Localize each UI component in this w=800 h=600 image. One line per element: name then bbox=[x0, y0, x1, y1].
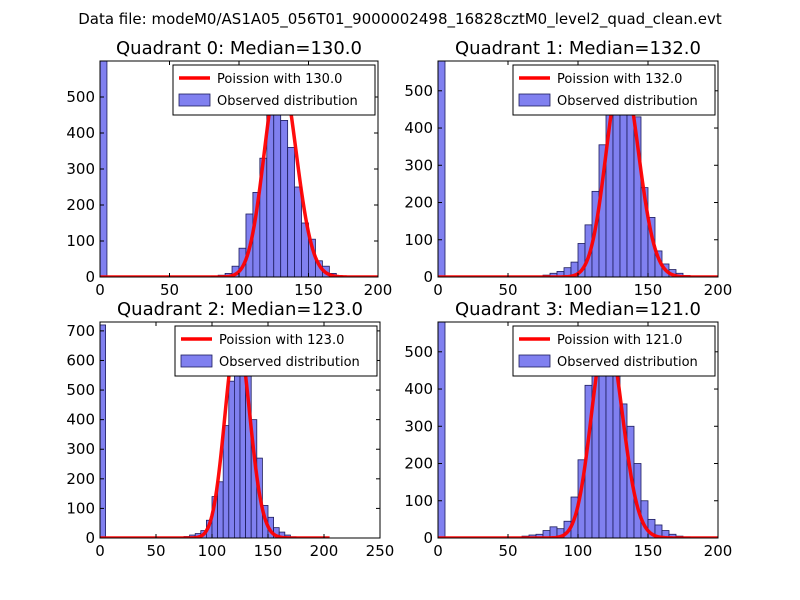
histogram-bar bbox=[626, 105, 635, 277]
histogram-bar bbox=[438, 322, 446, 538]
histogram-bar bbox=[294, 186, 302, 277]
x-tick-label: 50 bbox=[498, 281, 517, 299]
legend: Poission with 132.0 Observed distribution bbox=[512, 64, 716, 116]
legend-hist-label: Observed distribution bbox=[219, 355, 360, 370]
x-tick-label: 150 bbox=[254, 542, 283, 560]
x-tick-label: 150 bbox=[634, 542, 663, 560]
legend-hist-label: Observed distribution bbox=[217, 94, 358, 109]
x-tick-label: 100 bbox=[225, 281, 254, 299]
histogram-bar bbox=[217, 481, 224, 538]
y-tick-label: 0 bbox=[423, 268, 433, 286]
quadrant-1-panel: Quadrant 1: Median=132.0 0 50 100 150 200 0 100… bbox=[404, 38, 732, 299]
y-tick-label: 300 bbox=[66, 160, 95, 178]
histogram-bar bbox=[287, 146, 295, 277]
y-tick-label: 500 bbox=[66, 88, 95, 106]
histogram-bar bbox=[280, 120, 289, 277]
y-tick-label: 100 bbox=[404, 492, 433, 510]
y-tick-label: 300 bbox=[404, 156, 433, 174]
x-tick-label: 0 bbox=[95, 281, 105, 299]
y-tick-label: 300 bbox=[404, 417, 433, 435]
x-tick-label: 50 bbox=[498, 542, 517, 560]
legend-hist-swatch bbox=[518, 354, 551, 368]
y-tick-label: 0 bbox=[85, 268, 95, 286]
legend-hist-label: Observed distribution bbox=[557, 94, 698, 109]
y-tick-label: 100 bbox=[404, 231, 433, 249]
y-tick-label: 500 bbox=[66, 381, 95, 399]
x-tick-label: 150 bbox=[634, 281, 663, 299]
histogram-bar bbox=[612, 94, 621, 277]
y-tick-label: 400 bbox=[404, 119, 433, 137]
x-tick-label: 0 bbox=[433, 542, 443, 560]
x-tick-label: 50 bbox=[146, 542, 165, 560]
legend-box bbox=[174, 325, 378, 377]
histogram-bar bbox=[100, 324, 106, 538]
x-tick-label: 200 bbox=[310, 542, 339, 560]
legend-hist-swatch bbox=[178, 93, 211, 107]
x-tick-label: 150 bbox=[294, 281, 323, 299]
y-tick-label: 600 bbox=[66, 351, 95, 369]
y-tick-label: 200 bbox=[66, 196, 95, 214]
legend-box bbox=[512, 64, 716, 116]
figure-suptitle: Data file: modeM0/AS1A05_056T01_90000024… bbox=[78, 10, 722, 29]
panel-title: Quadrant 0: Median=130.0 bbox=[116, 38, 362, 59]
x-tick-label: 100 bbox=[564, 542, 593, 560]
y-tick-label: 0 bbox=[423, 529, 433, 547]
legend-box bbox=[512, 325, 716, 377]
plot-area bbox=[100, 324, 331, 538]
panel-title: Quadrant 1: Median=132.0 bbox=[455, 38, 701, 59]
plot-area bbox=[100, 61, 378, 277]
y-tick-label: 700 bbox=[66, 322, 95, 340]
y-tick-label: 100 bbox=[66, 499, 95, 517]
x-tick-label: 0 bbox=[433, 281, 443, 299]
x-tick-label: 250 bbox=[366, 542, 395, 560]
x-tick-label: 200 bbox=[364, 281, 393, 299]
legend-fit-label: Poission with 132.0 bbox=[557, 72, 682, 87]
y-tick-label: 0 bbox=[85, 529, 95, 547]
y-tick-label: 100 bbox=[66, 232, 95, 250]
y-tick-label: 400 bbox=[404, 380, 433, 398]
quadrant-2-panel: Quadrant 2: Median=123.0 0 50 100 150 200 250 0… bbox=[66, 299, 394, 560]
quadrant-0-panel: Quadrant 0: Median=130.0 0 50 100 150 200 0 100… bbox=[66, 38, 392, 299]
histogram-bar bbox=[438, 61, 446, 277]
y-tick-label: 500 bbox=[404, 82, 433, 100]
legend-fit-label: Poission with 123.0 bbox=[219, 333, 344, 348]
histogram-bar bbox=[273, 93, 282, 277]
legend-fit-label: Poission with 121.0 bbox=[557, 333, 682, 348]
y-tick-label: 200 bbox=[404, 194, 433, 212]
legend-hist-swatch bbox=[518, 93, 551, 107]
panel-title: Quadrant 3: Median=121.0 bbox=[455, 299, 701, 320]
x-tick-label: 100 bbox=[564, 281, 593, 299]
legend: Poission with 130.0 Observed distribution bbox=[172, 64, 376, 116]
y-tick-label: 500 bbox=[404, 343, 433, 361]
x-tick-label: 200 bbox=[704, 281, 733, 299]
y-tick-label: 200 bbox=[404, 455, 433, 473]
legend: Poission with 121.0 Observed distribution bbox=[512, 325, 716, 377]
quadrant-3-panel: Quadrant 3: Median=121.0 0 50 100 150 200 0 100… bbox=[404, 299, 732, 560]
legend-box bbox=[172, 64, 376, 116]
y-tick-label: 400 bbox=[66, 124, 95, 142]
x-tick-label: 100 bbox=[198, 542, 227, 560]
histogram-bar bbox=[222, 425, 230, 538]
panel-title: Quadrant 2: Median=123.0 bbox=[117, 299, 363, 320]
x-tick-label: 0 bbox=[95, 542, 105, 560]
x-tick-label: 50 bbox=[160, 281, 179, 299]
x-tick-label: 200 bbox=[704, 542, 733, 560]
histogram-bar bbox=[228, 380, 235, 538]
legend-fit-label: Poission with 130.0 bbox=[217, 72, 342, 87]
poisson-fit-line bbox=[100, 68, 378, 277]
axes-frame bbox=[99, 321, 381, 539]
legend-hist-swatch bbox=[180, 354, 213, 368]
y-tick-label: 400 bbox=[66, 411, 95, 429]
legend-hist-label: Observed distribution bbox=[557, 355, 698, 370]
legend: Poission with 123.0 Observed distribution bbox=[174, 325, 378, 377]
y-tick-label: 200 bbox=[66, 470, 95, 488]
y-tick-label: 300 bbox=[66, 440, 95, 458]
